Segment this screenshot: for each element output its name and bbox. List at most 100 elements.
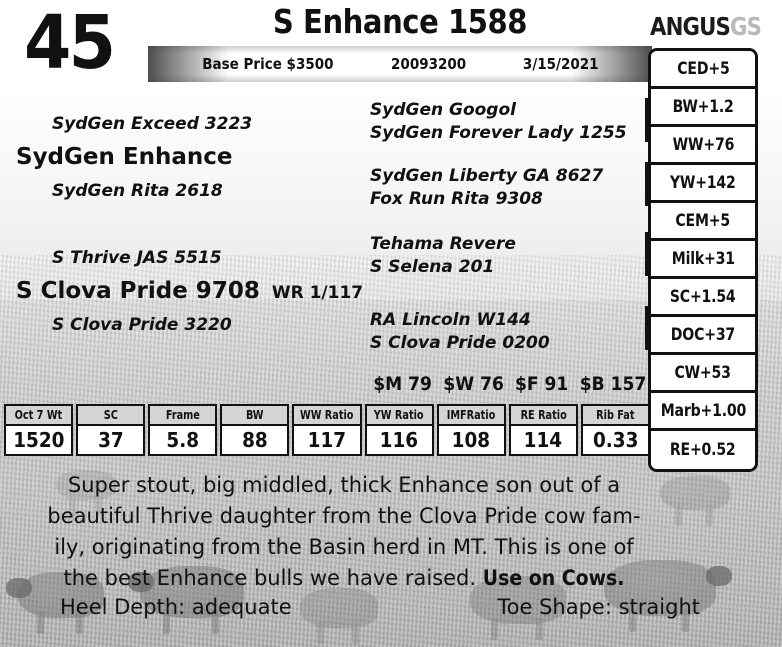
- epd-panel: CED+5 BW+1.2 WW+76 YW+142 CEM+5 Milk+31 …: [648, 48, 758, 472]
- epd-yw-value: YW+142: [670, 172, 736, 193]
- dam-weaning-ratio: WR 1/117: [271, 283, 364, 303]
- table-cell: 88: [220, 426, 290, 456]
- header-label: YW Ratio: [374, 408, 425, 422]
- epd-bw-value: BW+1.2: [672, 96, 734, 117]
- table-column-sc: SC 37: [76, 404, 146, 456]
- header-label: BW: [246, 408, 264, 422]
- table-column-frame: Frame 5.8: [148, 404, 218, 456]
- gs-logo-text: GS: [729, 12, 762, 41]
- column-header: Oct 7 Wt: [4, 404, 74, 426]
- index-beef: $B 157: [579, 373, 647, 395]
- info-bar: Base Price $3500 20093200 3/15/2021: [148, 46, 652, 82]
- sire-dam-dam-name: Fox Run Rita 9308: [370, 189, 543, 209]
- angus-logo-text: ANGUS: [650, 12, 731, 41]
- cell-value: 5.8: [166, 428, 200, 452]
- background-cow: [56, 470, 116, 516]
- table-cell: 37: [76, 426, 146, 456]
- background-cow: [300, 588, 378, 644]
- cell-value: 0.33: [592, 428, 639, 452]
- cell-value: 1520: [12, 428, 65, 452]
- dam-sire-dam-name: S Selena 201: [370, 257, 495, 277]
- header-label: WW Ratio: [300, 408, 354, 422]
- table-column-ww-ratio: WW Ratio 117: [292, 404, 362, 456]
- background-cow: [660, 476, 730, 526]
- header-label: Frame: [165, 408, 200, 422]
- header-label: Oct 7 Wt: [14, 408, 63, 422]
- dam-dam-name: S Clova Pride 3220: [52, 315, 232, 335]
- epd-marb: Marb+1.00: [651, 393, 755, 431]
- epd-milk: Milk+31: [651, 241, 755, 279]
- cell-value: 116: [379, 428, 419, 452]
- background-cow-head: [706, 566, 732, 586]
- sire-dam-name: SydGen Rita 2618: [52, 181, 223, 201]
- foot-structure-notes: Heel Depth: adequate Toe Shape: straight: [60, 595, 700, 619]
- table-column-yw-ratio: YW Ratio 116: [364, 404, 434, 456]
- table-column-imf-ratio: IMFRatio 108: [436, 404, 506, 456]
- sire-sire-sire-name: SydGen Googol: [370, 100, 516, 120]
- column-header: RE Ratio: [508, 404, 578, 426]
- catalog-header: 45 S Enhance 1588 Base Price $3500 20093…: [0, 0, 782, 92]
- epd-cw: CW+53: [651, 355, 755, 393]
- table-cell: 0.33: [580, 426, 650, 456]
- table-cell: 114: [508, 426, 578, 456]
- epd-re-value: RE+0.52: [670, 440, 736, 460]
- background-cow-head: [6, 578, 32, 598]
- epd-cw-value: CW+53: [674, 362, 732, 383]
- cell-value: 88: [242, 428, 268, 452]
- epd-sc-value: SC+1.54: [670, 286, 736, 307]
- base-price: Base Price $3500: [202, 55, 334, 73]
- index-money: $M 79: [373, 373, 432, 395]
- sire-name: SydGen Enhance: [16, 144, 233, 170]
- epd-re: RE+0.52: [651, 431, 755, 469]
- description-line-2: beautiful Thrive daughter from the Clova…: [47, 504, 641, 528]
- epd-ww: WW+76: [651, 127, 755, 165]
- sire-sire-dam-name: SydGen Forever Lady 1255: [370, 123, 627, 143]
- sire-sire-name: SydGen Exceed 3223: [52, 114, 253, 134]
- table-column-oct7wt: Oct 7 Wt 1520: [4, 404, 74, 456]
- sire-dam-sire-name: SydGen Liberty GA 8627: [370, 166, 604, 186]
- epd-sc: SC+1.54: [651, 279, 755, 317]
- epd-ww-value: WW+76: [672, 134, 734, 155]
- header-label: SC: [103, 408, 118, 422]
- header-label: IMFRatio: [446, 408, 496, 422]
- dam-dam-dam-name: S Clova Pride 0200: [370, 333, 550, 353]
- description-line-3: ily, originating from the Basin herd in …: [54, 535, 634, 559]
- table-cell: 5.8: [148, 426, 218, 456]
- column-header: SC: [76, 404, 146, 426]
- use-on-cows-note: Use on Cows.: [482, 566, 625, 590]
- table-cell: 108: [436, 426, 506, 456]
- background-cow: [140, 566, 244, 634]
- epd-yw: YW+142: [651, 165, 755, 203]
- column-header: BW: [220, 404, 290, 426]
- description-line-4: the best Enhance bulls we have raised. U…: [14, 563, 674, 594]
- epd-cem-value: CEM+5: [675, 210, 731, 231]
- index-weaned: $W 76: [443, 373, 504, 395]
- angus-gs-logo: ANGUSGS: [650, 12, 762, 41]
- index-feedlot: $F 91: [514, 373, 569, 395]
- table-cell: 117: [292, 426, 362, 456]
- dam-sire-name: S Thrive JAS 5515: [52, 248, 222, 268]
- epd-milk-value: Milk+31: [671, 248, 735, 269]
- description-line-4-text: the best Enhance bulls we have raised.: [63, 566, 483, 590]
- measurement-table: Oct 7 Wt 1520 SC 37 Frame 5.8 BW 88 WW R…: [4, 404, 650, 456]
- table-column-bw: BW 88: [220, 404, 290, 456]
- header-label: Rib Fat: [596, 408, 635, 422]
- dollar-index-row: $M 79 $W 76 $F 91 $B 157: [370, 370, 650, 398]
- table-cell: 1520: [4, 426, 74, 456]
- column-header: IMFRatio: [436, 404, 506, 426]
- cell-value: 117: [307, 428, 347, 452]
- dam-name-row: S Clova Pride 9708 WR 1/117: [16, 278, 363, 304]
- epd-marb-value: Marb+1.00: [660, 400, 746, 421]
- column-header: Rib Fat: [580, 404, 650, 426]
- header-label: RE Ratio: [520, 408, 567, 422]
- background-cow: [18, 572, 104, 634]
- page-title: S Enhance 1588: [272, 2, 528, 41]
- pedigree-chart: SydGen Exceed 3223 SydGen Enhance SydGen…: [0, 96, 659, 396]
- lot-description: Super stout, big middled, thick Enhance …: [14, 470, 674, 594]
- birth-date: 3/15/2021: [522, 55, 599, 73]
- background-cow-head: [128, 572, 154, 592]
- dam-name: S Clova Pride 9708: [16, 278, 260, 304]
- epd-doc: DOC+37: [651, 317, 755, 355]
- dam-dam-sire-name: RA Lincoln W144: [370, 310, 531, 330]
- cell-value: 108: [451, 428, 491, 452]
